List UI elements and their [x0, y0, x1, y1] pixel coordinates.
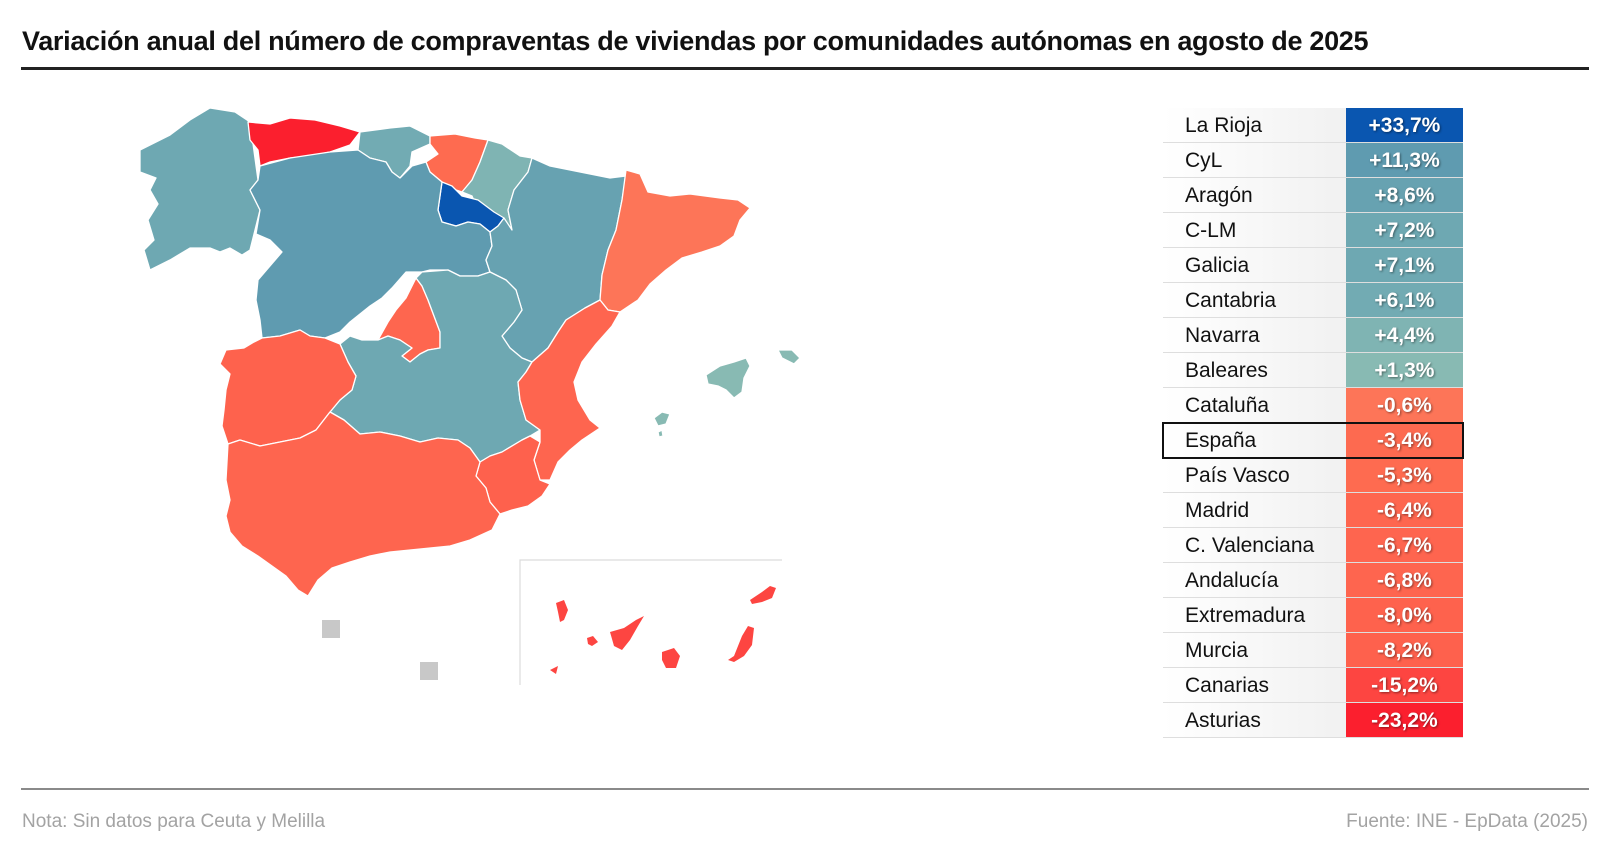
region-name: La Rioja: [1163, 108, 1346, 142]
table-row: Andalucía -6,8%: [1163, 563, 1463, 598]
region-andalucia: [225, 411, 501, 597]
region-value: +11,3%: [1345, 143, 1463, 177]
region-name: Galicia: [1163, 248, 1346, 282]
spain-choropleth-map: [130, 100, 830, 720]
region-value: -5,3%: [1345, 458, 1463, 492]
region-name: País Vasco: [1163, 458, 1346, 492]
table-row: C. Valenciana -6,7%: [1163, 528, 1463, 563]
region-name: Cataluña: [1163, 388, 1346, 422]
table-row: España -3,4%: [1162, 422, 1464, 459]
table-row: Baleares +1,3%: [1163, 353, 1463, 388]
table-row: CyL +11,3%: [1163, 143, 1463, 178]
region-value: -6,4%: [1345, 493, 1463, 527]
table-row: Aragón +8,6%: [1163, 178, 1463, 213]
values-table: La Rioja +33,7% CyL +11,3% Aragón +8,6% C-LM +7…: [1162, 108, 1464, 738]
table-row: La Rioja +33,7%: [1163, 108, 1463, 143]
region-name: España: [1163, 423, 1346, 457]
region-melilla: [420, 662, 438, 680]
region-name: Asturias: [1163, 703, 1346, 737]
region-value: -0,6%: [1345, 388, 1463, 422]
region-value: +6,1%: [1345, 283, 1463, 317]
table-row: País Vasco -5,3%: [1163, 458, 1463, 493]
table-row: C-LM +7,2%: [1163, 213, 1463, 248]
region-value: -23,2%: [1345, 703, 1463, 737]
region-value: -6,8%: [1345, 563, 1463, 597]
canarias-inset-frame: [519, 559, 782, 685]
region-cataluna: [599, 169, 751, 313]
region-name: CyL: [1163, 143, 1346, 177]
region-value: +1,3%: [1345, 353, 1463, 387]
region-value: +8,6%: [1345, 178, 1463, 212]
region-galicia: [139, 107, 261, 271]
region-value: -8,2%: [1345, 633, 1463, 667]
region-name: C-LM: [1163, 213, 1346, 247]
region-name: Aragón: [1163, 178, 1346, 212]
region-name: C. Valenciana: [1163, 528, 1346, 562]
region-value: -6,7%: [1345, 528, 1463, 562]
region-baleares-mallorca: [705, 357, 751, 399]
region-name: Baleares: [1163, 353, 1346, 387]
region-value: +7,2%: [1345, 213, 1463, 247]
region-value: +4,4%: [1345, 318, 1463, 352]
table-row: Madrid -6,4%: [1163, 493, 1463, 528]
region-value: -8,0%: [1345, 598, 1463, 632]
region-name: Navarra: [1163, 318, 1346, 352]
table-row: Extremadura -8,0%: [1163, 598, 1463, 633]
region-name: Extremadura: [1163, 598, 1346, 632]
region-name: Cantabria: [1163, 283, 1346, 317]
footer-divider: [21, 788, 1589, 790]
table-row: Galicia +7,1%: [1163, 248, 1463, 283]
region-value: +7,1%: [1345, 248, 1463, 282]
region-baleares-ibiza: [653, 411, 671, 427]
region-ceuta: [322, 620, 340, 638]
region-value: -3,4%: [1345, 423, 1463, 457]
table-row: Murcia -8,2%: [1163, 633, 1463, 668]
table-row: Canarias -15,2%: [1163, 668, 1463, 703]
chart-title: Variación anual del número de compravent…: [22, 26, 1369, 56]
table-row: Cantabria +6,1%: [1163, 283, 1463, 318]
region-name: Canarias: [1163, 668, 1346, 702]
region-value: -15,2%: [1345, 668, 1463, 702]
table-row: Cataluña -0,6%: [1163, 388, 1463, 423]
region-name: Madrid: [1163, 493, 1346, 527]
region-name: Murcia: [1163, 633, 1346, 667]
table-row: Navarra +4,4%: [1163, 318, 1463, 353]
region-canarias: [550, 586, 776, 674]
footer-source: Fuente: INE - EpData (2025): [1346, 811, 1588, 832]
title-divider: [21, 67, 1589, 70]
region-baleares-menorca: [777, 349, 801, 365]
region-value: +33,7%: [1345, 108, 1463, 142]
footer-note: Nota: Sin datos para Ceuta y Melilla: [22, 811, 326, 832]
region-name: Andalucía: [1163, 563, 1346, 597]
table-row: Asturias -23,2%: [1163, 703, 1463, 738]
region-baleares-formentera: [657, 429, 664, 438]
